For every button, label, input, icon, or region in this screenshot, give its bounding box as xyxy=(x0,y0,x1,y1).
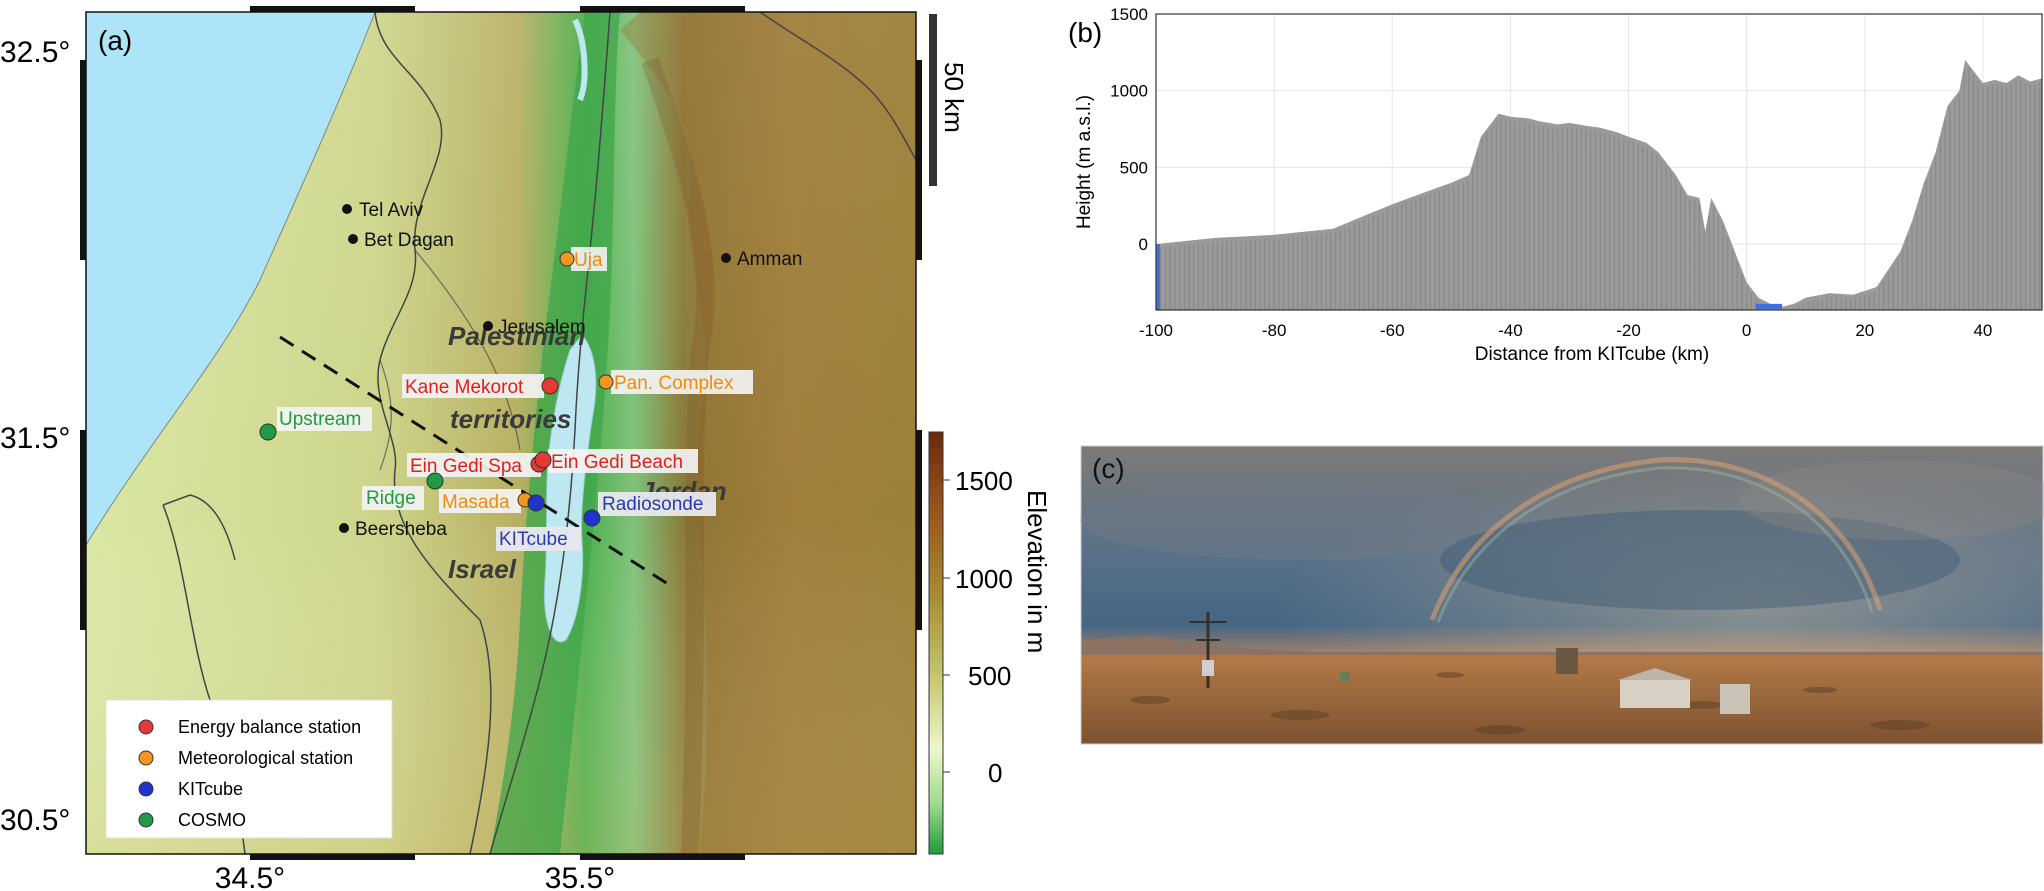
region-label: Israel xyxy=(448,554,517,584)
cosmo-marker xyxy=(426,472,444,490)
station-label: Radiosonde xyxy=(602,494,703,515)
energy-station-marker xyxy=(534,451,552,469)
plot-frame xyxy=(1155,13,2043,311)
water-segment xyxy=(1156,244,1160,310)
y-tick-label: 0 xyxy=(1139,235,1148,254)
colorbar-tick: 0 xyxy=(988,758,1002,788)
measurement-tower xyxy=(1190,612,1226,688)
city-marker xyxy=(348,234,358,244)
x-axis-label: Distance from KITcube (km) xyxy=(1475,344,1709,365)
x-tick-label: 20 xyxy=(1855,321,1874,340)
x-axis-ticks: -100 -80 -60 -40 -20 0 20 40 xyxy=(1139,321,1992,340)
rainbow xyxy=(1429,457,1883,621)
city-marker xyxy=(483,321,493,331)
y-tick-label: 500 xyxy=(1120,158,1148,177)
region-label: Palestinian xyxy=(448,321,585,351)
colorbar-tick: 1000 xyxy=(955,564,1013,594)
kitcube-marker xyxy=(527,494,545,512)
city-label: Amman xyxy=(737,249,802,270)
station-label: Kane Mekorot xyxy=(405,377,524,398)
legend-label: Energy balance station xyxy=(178,717,361,737)
panel-b-chart: (b) -100 -80 -60 -40 -20 0 20 40 0 500 1000 1500 D… xyxy=(1068,5,2043,365)
x-tick-label: 0 xyxy=(1742,321,1751,340)
energy-station-marker xyxy=(541,377,559,395)
colorbar-tick: 1500 xyxy=(955,466,1013,496)
map-legend: Energy balance station Meteorological st… xyxy=(105,699,393,839)
panel-c-photo: (c) xyxy=(1080,445,2044,745)
lat-tick: 32.5° xyxy=(0,36,70,69)
station-label: Pan. Complex xyxy=(614,373,734,394)
x-tick-label: -40 xyxy=(1498,321,1523,340)
colorbar-tick: 500 xyxy=(968,661,1011,691)
city-label: Jerusalem xyxy=(498,317,586,338)
legend-marker xyxy=(138,750,154,766)
panel-c-label: (c) xyxy=(1092,453,1125,484)
terrain-profile-shading xyxy=(1156,68,2041,310)
lat-tick: 30.5° xyxy=(0,804,70,837)
x-tick-label: -60 xyxy=(1380,321,1405,340)
station-label: Ridge xyxy=(366,488,416,509)
elevation-colorbar: 1500 1000 500 0 Elevation in m xyxy=(928,431,1052,855)
photo-horizon xyxy=(1081,636,2043,660)
panel-a-map: (a) 32.5° 31.5° 30.5° 34.5° 35.5° 50 km … xyxy=(0,6,1052,891)
x-tick-label: -100 xyxy=(1139,321,1173,340)
y-tick-label: 1500 xyxy=(1110,5,1148,24)
water-segment xyxy=(1755,303,1783,309)
x-tick-label: -80 xyxy=(1262,321,1287,340)
city-marker xyxy=(721,253,731,263)
scale-bar xyxy=(929,14,937,186)
legend-marker xyxy=(138,812,154,828)
city-marker xyxy=(342,204,352,214)
meteorological-station-marker xyxy=(598,374,614,390)
city-label: Tel Aviv xyxy=(359,200,424,221)
kitcube-marker xyxy=(583,509,601,527)
station-label: Masada xyxy=(442,492,510,513)
map-frame-ticks xyxy=(80,6,922,860)
colorbar-title: Elevation in m xyxy=(1022,490,1052,653)
y-axis-ticks: 0 500 1000 1500 xyxy=(1110,5,1148,254)
x-tick-label: 40 xyxy=(1973,321,1992,340)
y-axis-label: Height (m a.s.l.) xyxy=(1074,95,1095,229)
lon-tick: 34.5° xyxy=(215,862,285,891)
water-segments xyxy=(1156,244,1783,310)
station-label: Ein Gedi Spa xyxy=(410,456,522,477)
y-tick-label: 1000 xyxy=(1110,82,1148,101)
meteorological-station-marker xyxy=(559,251,575,267)
cosmo-marker xyxy=(259,423,277,441)
x-tick-label: -20 xyxy=(1616,321,1641,340)
city-label: Beersheba xyxy=(355,519,447,540)
city-marker xyxy=(339,523,349,533)
station-label: Uja xyxy=(574,250,603,271)
legend-marker xyxy=(138,781,154,797)
legend-label: COSMO xyxy=(178,810,246,830)
station-label: KITcube xyxy=(499,529,568,550)
border-line xyxy=(374,12,492,854)
legend-label: Meteorological station xyxy=(178,748,353,768)
legend-marker xyxy=(138,719,154,735)
station-label: Ein Gedi Beach xyxy=(551,452,683,473)
station-label: Upstream xyxy=(279,409,361,430)
station-buildings xyxy=(1340,648,1750,714)
city-label: Bet Dagan xyxy=(364,230,454,251)
scale-bar-label: 50 km xyxy=(939,62,969,133)
mediterranean-sea xyxy=(86,12,376,546)
region-label: territories xyxy=(450,404,571,434)
panel-b-label: (b) xyxy=(1068,17,1102,48)
lon-tick: 35.5° xyxy=(545,862,615,891)
lat-tick: 31.5° xyxy=(0,422,70,455)
legend-label: KITcube xyxy=(178,779,243,799)
panel-a-label: (a) xyxy=(98,25,132,56)
